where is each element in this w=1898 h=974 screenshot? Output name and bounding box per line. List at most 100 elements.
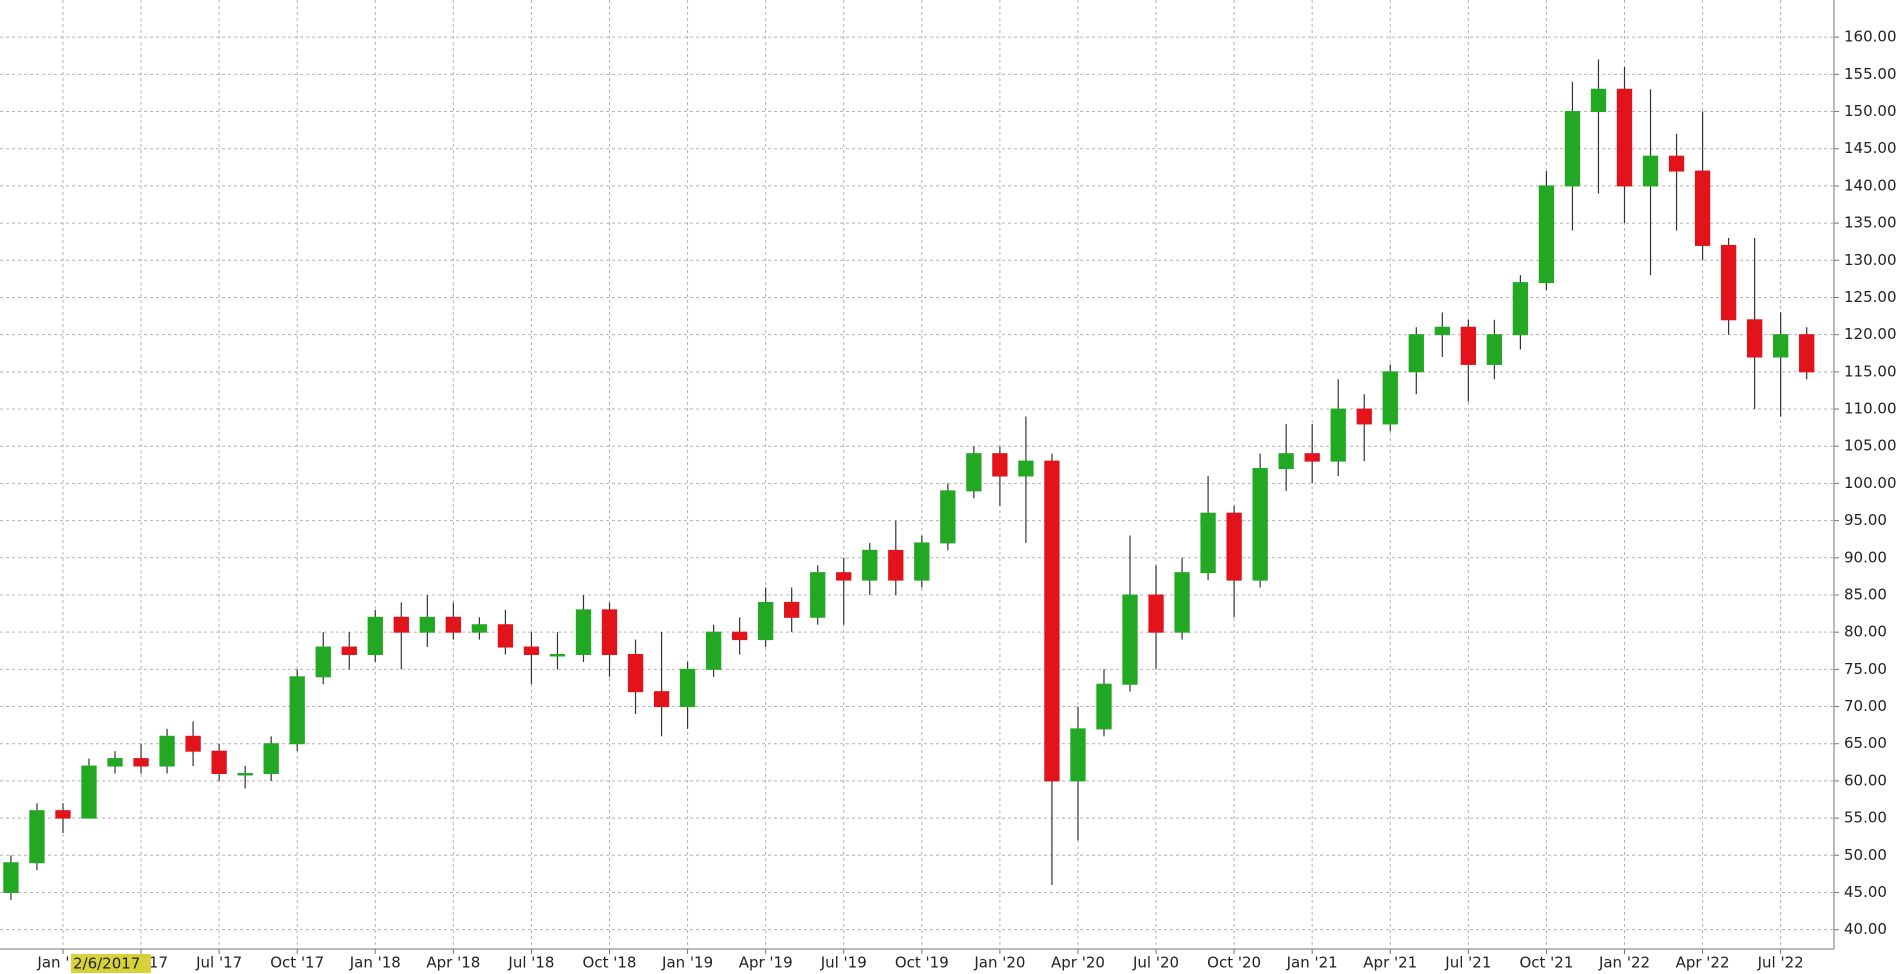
candle-body bbox=[81, 765, 97, 819]
candle-body bbox=[1174, 572, 1190, 633]
x-tick-label: Jul '18 bbox=[507, 954, 554, 972]
y-tick-label: 80.00 bbox=[1844, 623, 1887, 641]
y-tick-label: 135.00 bbox=[1844, 214, 1897, 232]
x-tick-label: Jul '21 bbox=[1444, 954, 1491, 972]
y-tick-label: 75.00 bbox=[1844, 660, 1887, 678]
candle-body bbox=[992, 453, 1008, 477]
candle-body bbox=[1538, 185, 1555, 284]
y-tick-label: 50.00 bbox=[1844, 846, 1887, 864]
x-tick-label: Jul '19 bbox=[820, 954, 867, 972]
candle-body bbox=[836, 572, 852, 581]
candle-body bbox=[1772, 334, 1789, 358]
y-tick-label: 70.00 bbox=[1844, 697, 1887, 715]
candle-body bbox=[445, 616, 462, 633]
y-tick-label: 125.00 bbox=[1844, 288, 1897, 306]
x-tick-label: Oct '18 bbox=[583, 954, 637, 972]
candle-body bbox=[263, 743, 279, 774]
candle-body bbox=[1460, 326, 1477, 365]
y-tick-label: 115.00 bbox=[1844, 362, 1897, 380]
candle-body bbox=[29, 810, 45, 864]
candle-body bbox=[1668, 155, 1685, 172]
candle-body bbox=[1330, 408, 1346, 462]
candle-body bbox=[679, 668, 696, 708]
candle-body bbox=[237, 772, 253, 776]
candle-body bbox=[549, 653, 566, 657]
y-tick-label: 85.00 bbox=[1844, 585, 1887, 603]
y-tick-label: 140.00 bbox=[1844, 176, 1897, 194]
y-tick-label: 65.00 bbox=[1844, 734, 1887, 752]
candle-body bbox=[1122, 594, 1138, 685]
candle-body bbox=[758, 601, 774, 641]
candle-body bbox=[1200, 512, 1216, 574]
x-tick-label: Apr '20 bbox=[1051, 954, 1105, 972]
candle-body bbox=[419, 616, 435, 633]
x-tick-label: Jul '22 bbox=[1757, 954, 1804, 972]
y-tick-label: 55.00 bbox=[1844, 809, 1887, 827]
y-tick-label: 40.00 bbox=[1844, 920, 1887, 938]
y-tick-label: 120.00 bbox=[1844, 325, 1897, 343]
candle-body bbox=[1590, 88, 1607, 113]
candle-body bbox=[862, 549, 878, 581]
candle-body bbox=[471, 624, 488, 633]
x-tick-label: Oct '17 bbox=[270, 954, 324, 972]
x-tick-label: Apr '19 bbox=[739, 954, 793, 972]
y-tick-label: 100.00 bbox=[1844, 474, 1897, 492]
candle-body bbox=[497, 624, 514, 648]
candle-body bbox=[731, 631, 748, 641]
y-tick-label: 105.00 bbox=[1844, 437, 1897, 455]
candle-body bbox=[888, 549, 904, 581]
x-tick-label: Oct '20 bbox=[1207, 954, 1261, 972]
candle-body bbox=[1694, 170, 1711, 246]
x-tick-label: Jan '20 bbox=[973, 954, 1025, 972]
x-tick-label: Jan '21 bbox=[1286, 954, 1338, 972]
candle-body bbox=[107, 758, 123, 767]
candle-body bbox=[1408, 334, 1424, 373]
candle-body bbox=[1018, 460, 1034, 477]
candle-body bbox=[1382, 371, 1398, 425]
y-tick-label: 130.00 bbox=[1844, 251, 1897, 269]
candle-body bbox=[367, 616, 383, 655]
y-tick-label: 90.00 bbox=[1844, 548, 1887, 566]
x-tick-label: Jul '17 bbox=[195, 954, 242, 972]
y-tick-label: 60.00 bbox=[1844, 771, 1887, 789]
candle-body bbox=[1642, 155, 1659, 187]
candle-body bbox=[1304, 453, 1320, 462]
candle-body bbox=[705, 631, 722, 670]
crosshair-label: 2/6/2017 bbox=[73, 955, 140, 973]
x-tick-label: Apr '22 bbox=[1676, 954, 1730, 972]
candle-body bbox=[575, 609, 592, 655]
y-tick-label: 45.00 bbox=[1844, 883, 1887, 901]
x-tick-label: Jan '19 bbox=[661, 954, 713, 972]
candle-body bbox=[1278, 453, 1294, 470]
x-tick-label: Apr '18 bbox=[426, 954, 480, 972]
candle-body bbox=[159, 735, 175, 767]
candle-body bbox=[211, 750, 227, 774]
candle-body bbox=[1746, 319, 1763, 358]
candle-body bbox=[1226, 512, 1242, 581]
candle-body bbox=[1356, 408, 1372, 425]
candle-body bbox=[1070, 728, 1086, 782]
x-tick-label: Apr '21 bbox=[1363, 954, 1417, 972]
candle-body bbox=[940, 490, 956, 544]
x-tick-label: Oct '21 bbox=[1519, 954, 1573, 972]
candle-body bbox=[55, 810, 71, 819]
candle-body bbox=[1044, 460, 1060, 782]
candle-body bbox=[1512, 282, 1529, 336]
y-tick-label: 150.00 bbox=[1844, 102, 1897, 120]
candle-body bbox=[315, 646, 331, 678]
candle-body bbox=[1799, 334, 1815, 373]
candle-body bbox=[1252, 468, 1268, 581]
y-tick-label: 95.00 bbox=[1844, 511, 1887, 529]
candle-body bbox=[185, 735, 201, 752]
candle-body bbox=[966, 453, 982, 492]
x-tick-label: Jan '18 bbox=[349, 954, 401, 972]
candle-body bbox=[523, 646, 540, 655]
y-tick-label: 110.00 bbox=[1844, 400, 1897, 418]
candle-body bbox=[3, 862, 19, 893]
candle-body bbox=[133, 758, 149, 767]
candle-body bbox=[627, 653, 644, 693]
candle-body bbox=[601, 609, 618, 655]
y-tick-label: 155.00 bbox=[1844, 65, 1897, 83]
